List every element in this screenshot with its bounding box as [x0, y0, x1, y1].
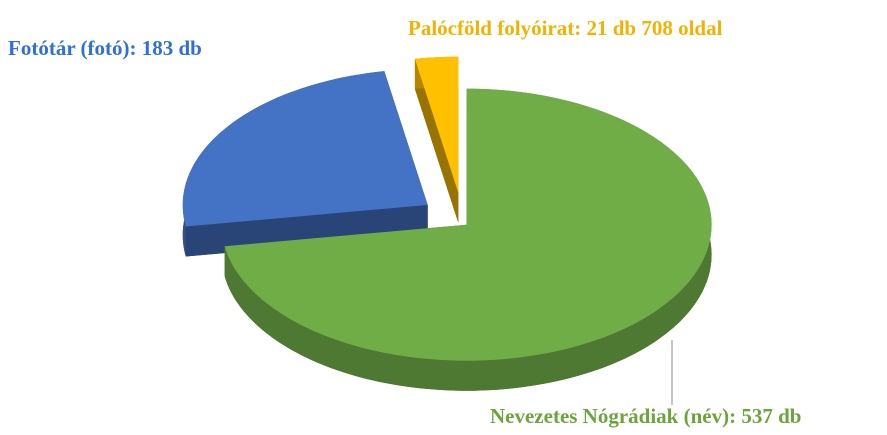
- pie: [182, 56, 712, 391]
- slice: [182, 71, 428, 227]
- slice-side: [185, 205, 428, 257]
- slice: [414, 56, 459, 193]
- data-label: Nevezetes Nógrádiak (név): 537 db: [490, 404, 801, 428]
- slice-side: [414, 58, 459, 223]
- slice: [224, 88, 712, 361]
- data-label: Palócföld folyóirat: 21 db 708 oldal: [408, 16, 723, 40]
- labels: Nevezetes Nógrádiak (név): 537 db Fotótár…: [8, 16, 801, 428]
- data-label: Fotótár (fotó): 183 db: [8, 36, 202, 60]
